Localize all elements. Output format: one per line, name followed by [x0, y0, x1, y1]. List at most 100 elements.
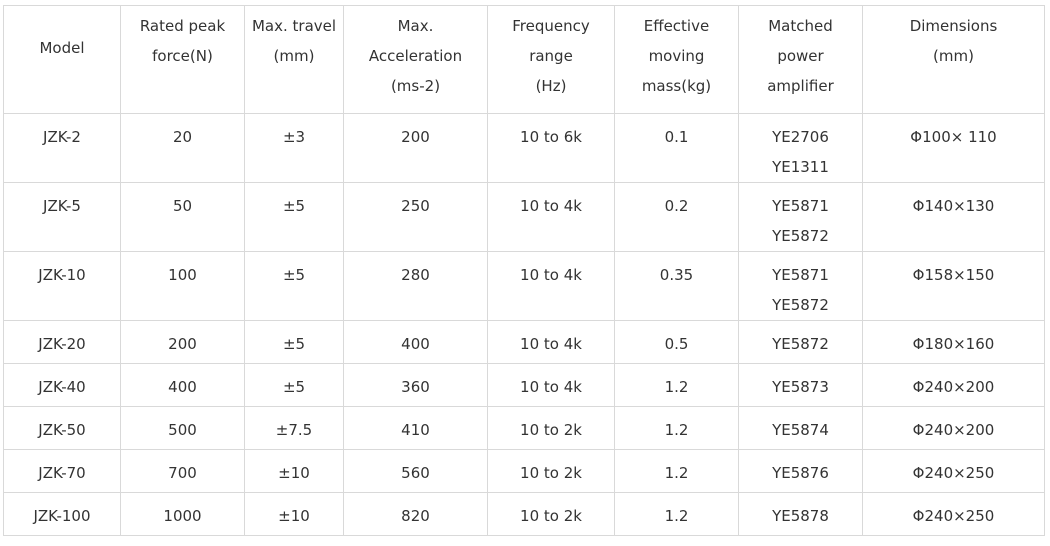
dimensions-cell: Φ240×250: [862, 492, 1045, 536]
amplifier-cell: YE5876: [738, 449, 863, 493]
acceleration-cell: 250: [343, 182, 488, 252]
mass-cell: 0.35: [614, 251, 739, 321]
amplifier-cell: YE2706 YE1311: [738, 113, 863, 183]
mass-cell: 1.2: [614, 449, 739, 493]
header-text: power: [777, 47, 824, 65]
mass-cell: 1.2: [614, 363, 739, 407]
header-text: amplifier: [767, 77, 834, 95]
model-cell: JZK-2: [3, 113, 121, 183]
model-cell: JZK-10: [3, 251, 121, 321]
frequency-cell: 10 to 2k: [487, 449, 615, 493]
header-text: Acceleration: [368, 47, 463, 65]
header-text: range: [529, 47, 573, 65]
travel-cell: ±7.5: [244, 406, 344, 450]
header-text: Max.: [397, 17, 434, 35]
model-cell: JZK-100: [3, 492, 121, 536]
header-text: moving: [648, 47, 705, 65]
frequency-cell: 10 to 4k: [487, 251, 615, 321]
header-text: (mm): [273, 47, 315, 65]
travel-cell: ±5: [244, 251, 344, 321]
table-row: JZK-5 50 ±5 250 10 to 4k 0.2 YE5871 YE58…: [3, 182, 1045, 252]
amplifier-cell: YE5871 YE5872: [738, 251, 863, 321]
header-cell-frequency: Frequency range (Hz): [487, 5, 615, 114]
header-cell-model: Model: [3, 5, 121, 114]
header-text: force(N): [152, 47, 213, 65]
acceleration-cell: 360: [343, 363, 488, 407]
travel-cell: ±5: [244, 182, 344, 252]
acceleration-cell: 400: [343, 320, 488, 364]
table-row: JZK-20 200 ±5 400 10 to 4k 0.5 YE5872 Φ1…: [3, 320, 1045, 364]
amplifier-cell: YE5871 YE5872: [738, 182, 863, 252]
acceleration-cell: 410: [343, 406, 488, 450]
dimensions-cell: Φ240×250: [862, 449, 1045, 493]
frequency-cell: 10 to 6k: [487, 113, 615, 183]
frequency-cell: 10 to 4k: [487, 363, 615, 407]
model-cell: JZK-40: [3, 363, 121, 407]
force-cell: 400: [120, 363, 245, 407]
model-cell: JZK-50: [3, 406, 121, 450]
dimensions-cell: Φ140×130: [862, 182, 1045, 252]
acceleration-cell: 820: [343, 492, 488, 536]
amplifier-text: YE5872: [772, 296, 829, 314]
amplifier-text: YE5871: [772, 197, 829, 215]
acceleration-cell: 280: [343, 251, 488, 321]
dimensions-cell: Φ158×150: [862, 251, 1045, 321]
table-row: JZK-50 500 ±7.5 410 10 to 2k 1.2 YE5874 …: [3, 406, 1045, 450]
dimensions-cell: Φ100× 110: [862, 113, 1045, 183]
mass-cell: 1.2: [614, 492, 739, 536]
amplifier-text: YE1311: [772, 158, 829, 176]
mass-cell: 0.2: [614, 182, 739, 252]
mass-cell: 1.2: [614, 406, 739, 450]
force-cell: 100: [120, 251, 245, 321]
travel-cell: ±3: [244, 113, 344, 183]
header-text: mass(kg): [641, 77, 712, 95]
frequency-cell: 10 to 4k: [487, 320, 615, 364]
header-text: (Hz): [535, 77, 567, 95]
travel-cell: ±5: [244, 363, 344, 407]
header-cell-travel: Max. travel (mm): [244, 5, 344, 114]
frequency-cell: 10 to 2k: [487, 492, 615, 536]
header-text: Max. travel: [251, 17, 337, 35]
amplifier-text: YE5872: [772, 227, 829, 245]
header-text: (mm): [933, 47, 974, 65]
header-text: Effective: [643, 17, 710, 35]
travel-cell: ±10: [244, 492, 344, 536]
travel-cell: ±5: [244, 320, 344, 364]
header-text: Frequency: [512, 17, 590, 35]
force-cell: 500: [120, 406, 245, 450]
dimensions-cell: Φ240×200: [862, 406, 1045, 450]
force-cell: 200: [120, 320, 245, 364]
acceleration-cell: 200: [343, 113, 488, 183]
table-row: JZK-100 1000 ±10 820 10 to 2k 1.2 YE5878…: [3, 492, 1045, 536]
mass-cell: 0.5: [614, 320, 739, 364]
model-cell: JZK-70: [3, 449, 121, 493]
amplifier-cell: YE5878: [738, 492, 863, 536]
header-text: Dimensions: [909, 17, 998, 35]
amplifier-text: YE5871: [772, 266, 829, 284]
force-cell: 20: [120, 113, 245, 183]
header-cell-dimensions: Dimensions (mm): [862, 5, 1045, 114]
force-cell: 700: [120, 449, 245, 493]
header-text: Model: [39, 39, 85, 57]
amplifier-cell: YE5873: [738, 363, 863, 407]
model-cell: JZK-5: [3, 182, 121, 252]
frequency-cell: 10 to 2k: [487, 406, 615, 450]
table-row: JZK-40 400 ±5 360 10 to 4k 1.2 YE5873 Φ2…: [3, 363, 1045, 407]
force-cell: 1000: [120, 492, 245, 536]
header-cell-force: Rated peak force(N): [120, 5, 245, 114]
header-row: Model Rated peak force(N) Max. travel (m…: [3, 5, 1045, 114]
header-text: Rated peak: [139, 17, 226, 35]
header-text: Matched: [768, 17, 833, 35]
amplifier-text: YE2706: [772, 128, 829, 146]
amplifier-cell: YE5874: [738, 406, 863, 450]
acceleration-cell: 560: [343, 449, 488, 493]
dimensions-cell: Φ240×200: [862, 363, 1045, 407]
table-row: JZK-70 700 ±10 560 10 to 2k 1.2 YE5876 Φ…: [3, 449, 1045, 493]
spec-table: Model Rated peak force(N) Max. travel (m…: [3, 5, 1045, 536]
model-cell: JZK-20: [3, 320, 121, 364]
mass-cell: 0.1: [614, 113, 739, 183]
table-row: JZK-10 100 ±5 280 10 to 4k 0.35 YE5871 Y…: [3, 251, 1045, 321]
header-text: (ms-2): [390, 77, 441, 95]
spec-table-body: Model Rated peak force(N) Max. travel (m…: [3, 5, 1045, 536]
table-row: JZK-2 20 ±3 200 10 to 6k 0.1 YE2706 YE13…: [3, 113, 1045, 183]
